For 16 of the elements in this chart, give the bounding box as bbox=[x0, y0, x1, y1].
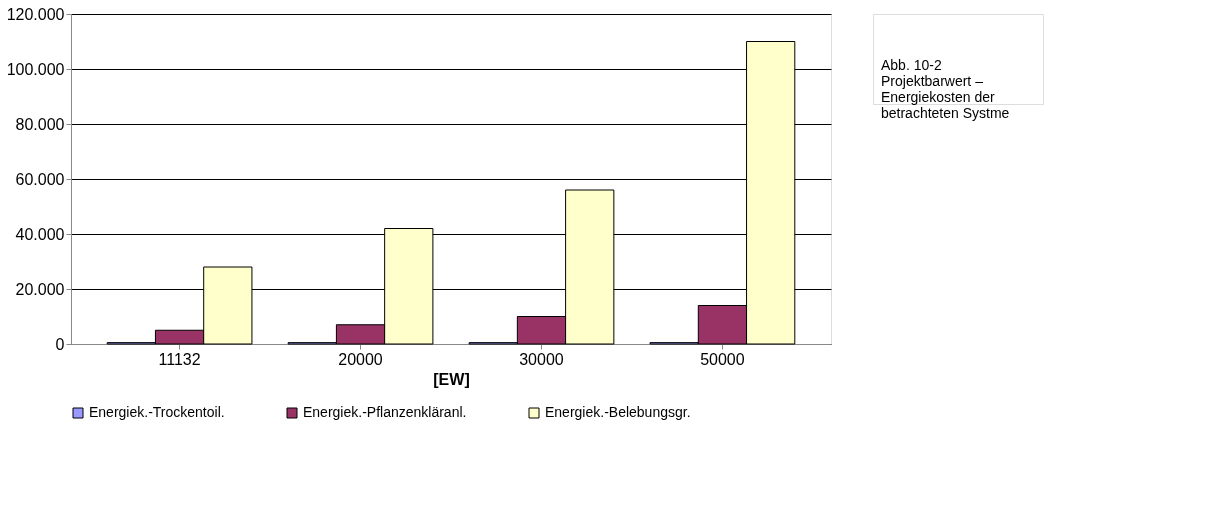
y-tick-label: 20.000 bbox=[15, 280, 65, 298]
y-tick-label: 100.000 bbox=[6, 60, 65, 78]
y-tick-label: 40.000 bbox=[15, 225, 65, 243]
y-tick-label: 80.000 bbox=[15, 115, 65, 133]
x-tick-label: 11132 bbox=[158, 350, 201, 368]
legend-label: Energiek.-Trockentoil. bbox=[89, 404, 225, 420]
legend-label: Energiek.-Belebungsgr. bbox=[545, 404, 691, 420]
legend-label: Energiek.-Pflanzenkläranl. bbox=[303, 404, 467, 420]
y-tick-label: 60.000 bbox=[15, 170, 65, 188]
x-tick-label: 20000 bbox=[338, 350, 383, 368]
x-axis-title: [EW] bbox=[433, 370, 470, 388]
x-tick-label: 30000 bbox=[519, 350, 564, 368]
y-tick-label: 120.000 bbox=[6, 5, 65, 23]
caption: Abb. 10-2 Projektbarwert – Energiekosten der betrachteten Systme bbox=[881, 57, 1010, 121]
x-tick-label: 50000 bbox=[700, 350, 745, 368]
y-tick-label: 0 bbox=[55, 335, 65, 353]
